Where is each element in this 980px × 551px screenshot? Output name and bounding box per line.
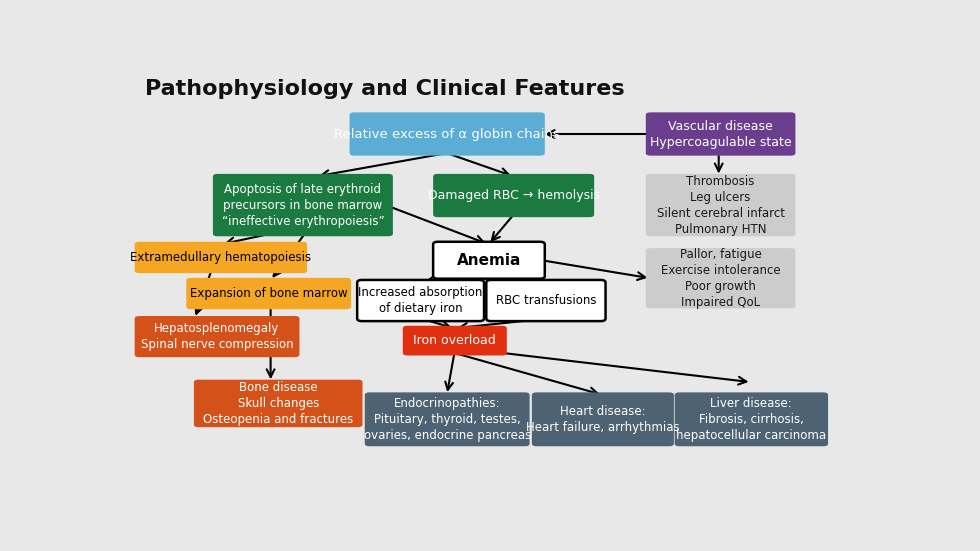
Text: Expansion of bone marrow: Expansion of bone marrow: [190, 287, 348, 300]
Text: Thrombosis
Leg ulcers
Silent cerebral infarct
Pulmonary HTN: Thrombosis Leg ulcers Silent cerebral in…: [657, 175, 785, 236]
FancyBboxPatch shape: [532, 392, 674, 446]
Text: Increased absorption
of dietary iron: Increased absorption of dietary iron: [359, 286, 483, 315]
Text: Anemia: Anemia: [457, 253, 521, 268]
FancyBboxPatch shape: [646, 174, 796, 236]
FancyBboxPatch shape: [486, 280, 606, 321]
Text: Damaged RBC → hemolysis: Damaged RBC → hemolysis: [427, 189, 600, 202]
FancyBboxPatch shape: [194, 380, 363, 427]
FancyBboxPatch shape: [433, 174, 594, 217]
Text: Liver disease:
Fibrosis, cirrhosis,
hepatocellular carcinoma: Liver disease: Fibrosis, cirrhosis, hepa…: [676, 397, 826, 442]
Text: Heart disease:
Heart failure, arrhythmias: Heart disease: Heart failure, arrhythmia…: [526, 405, 680, 434]
FancyBboxPatch shape: [350, 112, 545, 155]
FancyBboxPatch shape: [134, 316, 300, 357]
FancyBboxPatch shape: [433, 242, 545, 279]
FancyBboxPatch shape: [186, 278, 351, 309]
FancyBboxPatch shape: [365, 392, 529, 446]
Text: Bone disease
Skull changes
Osteopenia and fractures: Bone disease Skull changes Osteopenia an…: [203, 381, 354, 426]
Text: Vascular disease
Hypercoagulable state: Vascular disease Hypercoagulable state: [650, 120, 792, 149]
FancyBboxPatch shape: [674, 392, 828, 446]
FancyBboxPatch shape: [357, 280, 484, 321]
FancyBboxPatch shape: [646, 112, 796, 155]
Text: RBC transfusions: RBC transfusions: [496, 294, 596, 307]
FancyBboxPatch shape: [134, 242, 307, 273]
Text: Hepatosplenomegaly
Spinal nerve compression: Hepatosplenomegaly Spinal nerve compress…: [141, 322, 293, 351]
Text: Iron overload: Iron overload: [414, 334, 496, 347]
FancyBboxPatch shape: [213, 174, 393, 236]
Text: Endocrinopathies:
Pituitary, thyroid, testes,
ovaries, endocrine pancreas: Endocrinopathies: Pituitary, thyroid, te…: [364, 397, 531, 442]
FancyBboxPatch shape: [403, 326, 507, 355]
FancyBboxPatch shape: [646, 248, 796, 309]
Text: Extramedullary hematopoiesis: Extramedullary hematopoiesis: [130, 251, 312, 264]
Text: Relative excess of α globin chains: Relative excess of α globin chains: [334, 127, 561, 141]
Text: Pallor, fatigue
Exercise intolerance
Poor growth
Impaired QoL: Pallor, fatigue Exercise intolerance Poo…: [661, 248, 780, 309]
Text: Apoptosis of late erythroid
precursors in bone marrow
“ineffective erythropoiesi: Apoptosis of late erythroid precursors i…: [221, 182, 384, 228]
Text: Pathophysiology and Clinical Features: Pathophysiology and Clinical Features: [145, 79, 625, 99]
